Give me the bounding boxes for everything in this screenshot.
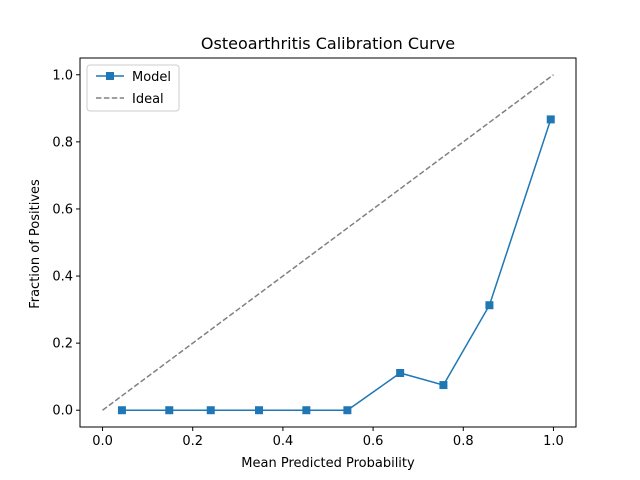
- legend-ideal-label: Ideal: [132, 92, 164, 107]
- x-tick-label: 0.4: [273, 434, 294, 449]
- plot-series: [102, 74, 555, 415]
- model-data-point: [117, 406, 126, 415]
- ideal-series-line: [102, 74, 554, 411]
- model-data-point: [302, 406, 311, 415]
- y-tick-label: 0.6: [52, 202, 73, 217]
- x-tick-label: 0.6: [363, 434, 384, 449]
- legend-model-marker: [106, 72, 114, 80]
- x-tick-label: 0.8: [453, 434, 474, 449]
- plot-frame: [79, 57, 577, 428]
- y-tick-label: 0.4: [52, 270, 73, 285]
- x-tick-label: 0.2: [182, 434, 203, 449]
- legend-model-label: Model: [132, 70, 171, 85]
- model-data-point: [343, 406, 352, 415]
- model-data-point: [546, 115, 555, 124]
- y-axis-title: Fraction of Positives: [28, 179, 43, 309]
- x-axis-title: Mean Predicted Probability: [241, 456, 415, 471]
- model-data-point: [255, 406, 264, 415]
- model-data-point: [206, 406, 215, 415]
- x-tick-label: 0.0: [92, 434, 113, 449]
- model-data-point: [439, 381, 448, 390]
- y-tick-label: 0.2: [52, 337, 73, 352]
- chart-title: Osteoarthritis Calibration Curve: [201, 34, 455, 53]
- model-series-line: [121, 119, 552, 411]
- y-tick-label: 0.8: [52, 135, 73, 150]
- x-tick-label: 1.0: [543, 434, 564, 449]
- y-axis: 0.0 0.2 0.4 0.6 0.8 1.0: [52, 68, 80, 419]
- y-tick-label: 1.0: [52, 68, 73, 83]
- model-data-point: [396, 368, 405, 377]
- y-tick-label: 0.0: [52, 404, 73, 419]
- model-data-point: [485, 301, 494, 310]
- model-data-point: [165, 406, 174, 415]
- x-axis: 0.0 0.2 0.4 0.6 0.8 1.0: [92, 427, 564, 449]
- legend: Model Ideal: [86, 64, 180, 112]
